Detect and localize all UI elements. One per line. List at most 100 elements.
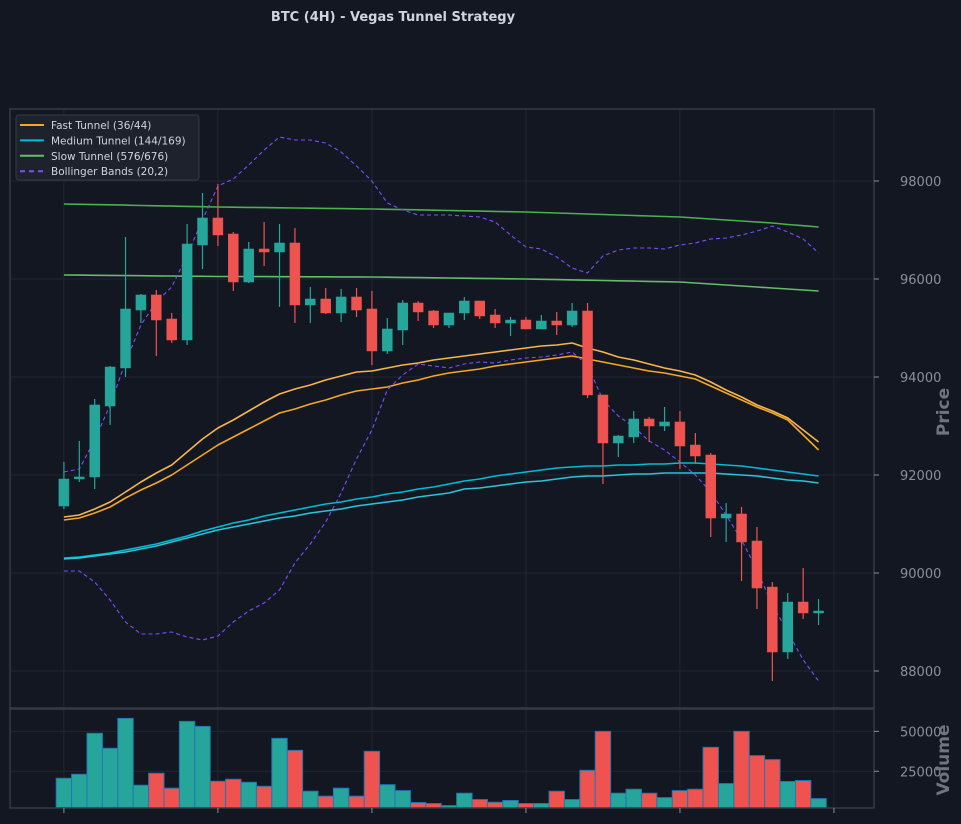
volume-bar-down [317, 795, 334, 809]
candle-body-up [382, 328, 393, 352]
candle-body-down [797, 601, 809, 614]
volume-bar-up [101, 747, 119, 809]
candle-body-down [366, 308, 378, 352]
volume-bar-down [409, 802, 427, 809]
candle-body-down [751, 540, 763, 589]
volume-bar-down [594, 730, 612, 809]
candle-body-up [181, 243, 193, 341]
candle-body-up [459, 300, 470, 314]
candle-body-down [258, 248, 270, 253]
price-axis: 88000 90000 92000 94000 96000 98000 [874, 175, 941, 680]
volume-bar-down [702, 746, 719, 809]
candle-body-up [566, 310, 578, 326]
volume-bar-down [348, 795, 365, 809]
candle-body-up [536, 320, 547, 330]
volume-panel-frame [9, 708, 875, 809]
volume-bar-down [255, 785, 273, 809]
volume-bar-down [579, 769, 596, 809]
candle-body-up [243, 248, 254, 283]
volume-bar-up [55, 777, 73, 809]
volume-bar-down [794, 780, 812, 809]
volume-bar-up [502, 799, 519, 809]
candle-body-up [782, 601, 794, 653]
volume-axis: 25000 50000 [874, 725, 941, 780]
volume-bar-up [810, 798, 827, 809]
candle-body-up [58, 478, 70, 507]
candle-body-down [690, 444, 701, 457]
y-tick-label: 96000 [900, 273, 941, 288]
chart-title: BTC (4H) - Vegas Tunnel Strategy [271, 10, 516, 25]
candle-body-down [428, 310, 439, 326]
legend-label: Fast Tunnel (36/44) [51, 120, 151, 132]
candle-body-down [520, 319, 532, 330]
medium-tunnel-ema144-line [63, 462, 819, 559]
volume-bar-down [209, 780, 227, 809]
candle-body-down [597, 394, 609, 444]
volume-bar-down [671, 790, 689, 809]
volume-tick-label: 50000 [900, 725, 941, 740]
candle-body-up [135, 294, 147, 311]
candle-body-up [335, 296, 347, 314]
candle-body-down [351, 296, 362, 311]
candle-body-up [443, 312, 455, 326]
volume-tick-label: 25000 [900, 765, 941, 780]
volume-bar-down [486, 801, 504, 809]
volume-bar-up [394, 790, 411, 809]
volume-bar-down [286, 749, 304, 809]
volume-bar-up [117, 717, 134, 809]
candle-body-up [628, 418, 639, 438]
legend-box [15, 114, 200, 181]
volume-bar-up [132, 784, 150, 809]
candle-body-down [489, 314, 501, 324]
volume-bar-up [610, 792, 627, 809]
volume-bar-down [687, 788, 704, 809]
candle-body-up [74, 476, 85, 480]
volume-bar-down [163, 787, 180, 809]
candle-body-up [613, 435, 624, 444]
volume-bar-up [379, 784, 396, 809]
candle-body-up [274, 242, 285, 253]
candle-body-down [767, 586, 778, 653]
price-plot-area [10, 109, 874, 708]
y-tick-label: 88000 [900, 665, 941, 680]
legend-label: Medium Tunnel (144/169) [51, 135, 186, 147]
candle-body-up [305, 298, 316, 306]
y-tick-label: 94000 [900, 371, 941, 386]
volume-bar-down [764, 759, 781, 809]
volume-bar-down [748, 755, 766, 809]
candle-body-down [674, 421, 686, 447]
volume-bar-up [178, 720, 196, 809]
volume-bar-up [563, 799, 581, 809]
legend: Fast Tunnel (36/44) Medium Tunnel (144/16… [15, 114, 200, 181]
volume-axis-label: Volume [934, 724, 954, 795]
fast-tunnel-ema44-line [63, 355, 820, 521]
slow-tunnel-ema576-line [63, 203, 819, 228]
candlesticks [58, 183, 824, 681]
y-tick-label: 98000 [900, 175, 941, 190]
volume-bar-up [456, 792, 473, 809]
volume-bars [55, 717, 827, 809]
candle-body-down [320, 298, 331, 314]
volume-panel: 25000 50000 Volume [9, 708, 954, 809]
candle-body-up [89, 404, 100, 478]
volume-bar-up [332, 787, 350, 809]
y-tick-label: 92000 [900, 469, 941, 484]
candle-body-up [720, 513, 732, 519]
price-panel: 88000 90000 92000 94000 96000 98000 Price [9, 108, 954, 709]
volume-bar-down [471, 799, 488, 809]
volume-bar-down [640, 792, 658, 809]
price-panel-frame [9, 108, 875, 709]
candle-body-up [397, 302, 408, 331]
medium-tunnel-ema169-line [63, 472, 819, 560]
volume-bar-down [148, 772, 165, 809]
candle-body-down [551, 320, 562, 326]
volume-bar-up [779, 780, 796, 809]
y-tick-label: 90000 [900, 567, 941, 582]
bollinger-upper-line [63, 136, 819, 473]
candle-body-up [120, 308, 131, 369]
volume-bar-up [194, 725, 211, 809]
volume-bar-down [363, 750, 381, 809]
volume-bar-down [733, 730, 750, 809]
candle-body-down [412, 302, 424, 313]
volume-bar-down [548, 790, 565, 809]
